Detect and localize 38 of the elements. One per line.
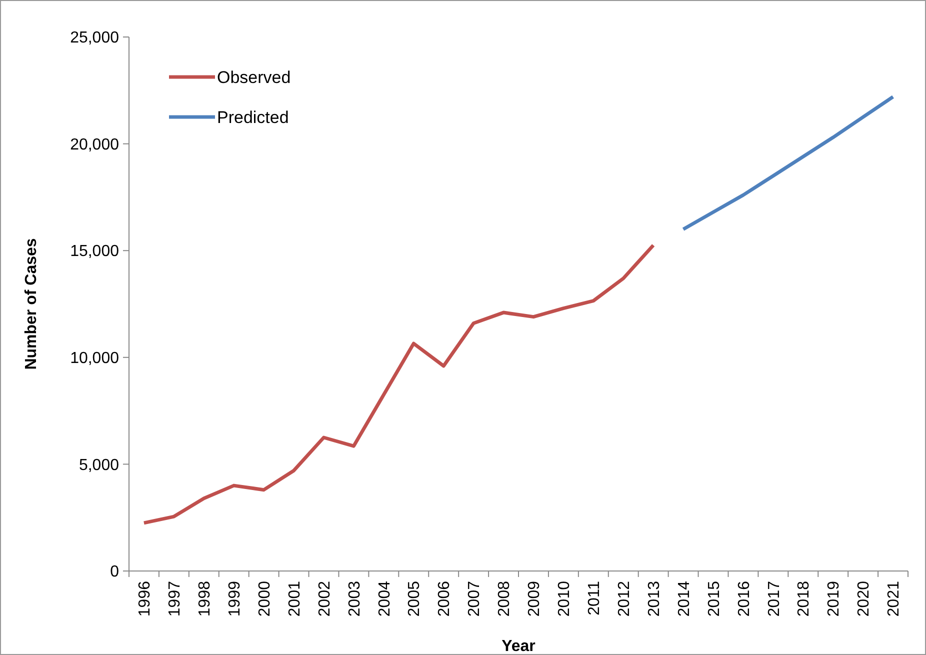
x-axis-title: Year xyxy=(502,638,536,655)
x-tick-label: 2020 xyxy=(856,580,873,617)
y-tick-label: 5,000 xyxy=(78,456,120,474)
line-series xyxy=(142,244,656,525)
y-tick-label: 15,000 xyxy=(70,243,120,260)
x-tick-label: 2017 xyxy=(766,580,783,617)
x-tick-label: 1999 xyxy=(226,580,244,617)
x-tick-label: 2015 xyxy=(706,580,723,617)
x-tick-label: 2000 xyxy=(256,580,274,617)
y-axis-title: Number of Cases xyxy=(23,238,40,370)
x-tick-label: 2003 xyxy=(346,580,364,617)
x-tick-label: 2016 xyxy=(736,580,753,617)
x-tick-label: 2012 xyxy=(616,580,633,617)
x-tick-label: 2006 xyxy=(436,580,454,617)
x-tick-label: 2005 xyxy=(406,580,424,617)
x-tick-label: 1997 xyxy=(166,580,184,617)
y-tick-label: 20,000 xyxy=(70,136,120,154)
x-tick-label: 2018 xyxy=(796,580,813,617)
y-tick-label: 10,000 xyxy=(70,350,120,367)
x-tick-label: 2009 xyxy=(526,580,544,617)
legend-label: Observed xyxy=(217,68,291,87)
y-tick-label: 0 xyxy=(110,564,120,581)
x-tick-label: 1996 xyxy=(136,580,154,617)
x-tick-label: 2008 xyxy=(496,580,514,617)
x-tick-label: 2004 xyxy=(376,580,394,617)
legend-label: Predicted xyxy=(217,108,289,127)
y-tick-label: 25,000 xyxy=(70,30,120,47)
x-tick-label: 2007 xyxy=(466,580,484,617)
x-tick-label: 2001 xyxy=(286,580,304,617)
line-series xyxy=(682,95,895,231)
x-tick-label: 2011 xyxy=(586,580,604,616)
x-tick-label: 2010 xyxy=(556,580,574,617)
x-tick-label: 2014 xyxy=(676,580,693,617)
x-tick-label: 2021 xyxy=(886,580,903,617)
x-tick-label: 2019 xyxy=(826,580,843,617)
x-tick-label: 1998 xyxy=(196,580,214,617)
x-tick-label: 2002 xyxy=(316,580,334,617)
x-tick-label: 2013 xyxy=(646,580,663,617)
